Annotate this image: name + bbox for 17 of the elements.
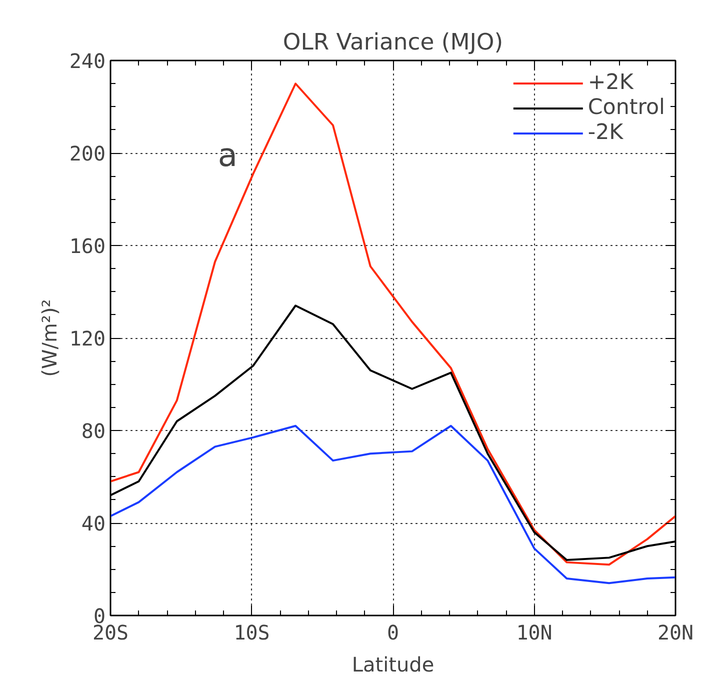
legend-label: Control <box>588 95 665 120</box>
y-tick-label: 40 <box>81 512 106 536</box>
chart-title: OLR Variance (MJO) <box>282 30 504 56</box>
y-tick-label: 120 <box>69 326 106 350</box>
legend-label: +2K <box>588 70 634 95</box>
x-tick-label: 0 <box>386 620 400 644</box>
x-tick-label: 10S <box>234 620 270 644</box>
y-tick-label: 200 <box>69 142 106 166</box>
x-tick-label: 20N <box>657 620 694 644</box>
annotation: a <box>218 136 238 174</box>
y-tick-label: 160 <box>69 234 106 258</box>
legend-label: -2K <box>588 120 624 145</box>
x-tick-label: 10N <box>516 620 552 644</box>
y-tick-label: 240 <box>69 49 106 73</box>
y-axis-title: (W/m²)² <box>37 299 62 377</box>
y-tick-label: 80 <box>81 419 106 443</box>
x-axis-title: Latitude <box>352 652 434 676</box>
